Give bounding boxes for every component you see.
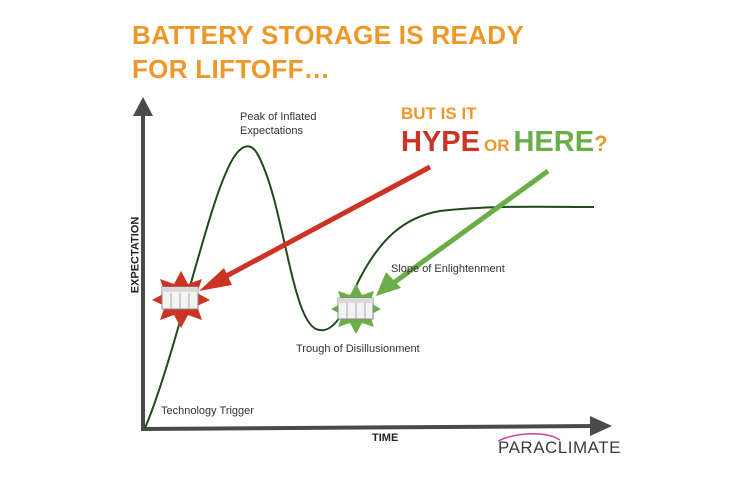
y-axis-arrowhead <box>133 97 153 116</box>
battery-container-icon <box>161 286 199 310</box>
x-axis-arrowhead <box>590 416 612 436</box>
here-marker <box>331 284 381 334</box>
here-arrow-shaft <box>390 168 550 287</box>
battery-container-icon <box>337 297 374 320</box>
here-word: HERE <box>513 126 595 158</box>
hype-marker <box>152 271 210 328</box>
trough-label: Trough of Disillusionment <box>296 343 420 355</box>
title-line-2: FOR LIFTOFF… <box>132 54 331 84</box>
question-headline: HYPE OR HERE? <box>401 126 608 159</box>
hype-arrow-shaft <box>217 164 432 283</box>
trigger-label: Technology Trigger <box>161 405 254 417</box>
y-axis-label: EXPECTATION <box>129 216 142 294</box>
x-axis <box>140 424 595 431</box>
here-arrow-head <box>376 272 401 296</box>
logo-swoosh-icon <box>497 433 561 442</box>
peak-label-line-2: Expectations <box>240 125 303 137</box>
paraclimate-logo: PARACLIMATE <box>498 438 621 457</box>
peak-label: Peak of Inflated Expectations <box>240 110 316 138</box>
question-lead: BUT IS IT <box>401 104 477 123</box>
hype-word: HYPE <box>401 126 480 158</box>
or-word: OR <box>483 136 510 155</box>
hype-cycle-curve <box>144 145 595 429</box>
hype-arrow-head <box>199 268 232 291</box>
slope-label: Slope of Enlightenment <box>391 263 505 275</box>
peak-label-line-1: Peak of Inflated <box>240 111 317 123</box>
question-mark: ? <box>594 131 608 156</box>
title-line-1: BATTERY STORAGE IS READY <box>132 20 524 50</box>
x-axis-label: TIME <box>372 432 399 444</box>
